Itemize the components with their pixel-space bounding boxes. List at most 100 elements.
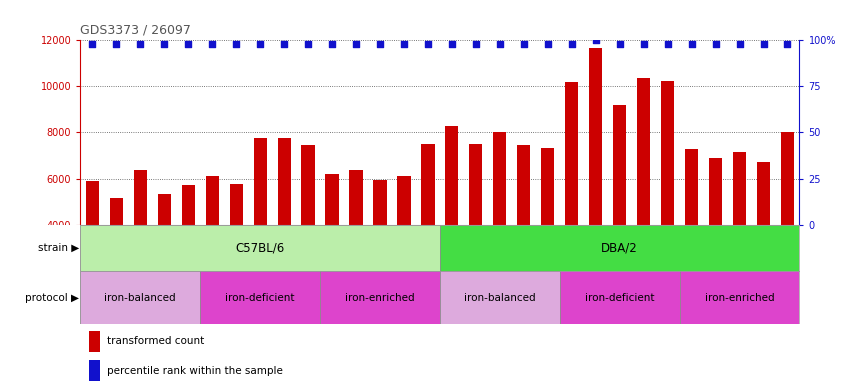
Text: GSM262794: GSM262794 — [401, 225, 407, 264]
Point — [229, 41, 243, 47]
Text: GSM262840: GSM262840 — [545, 225, 551, 264]
Point — [541, 41, 554, 47]
Bar — [440, 271, 560, 324]
Text: GSM262841: GSM262841 — [689, 225, 695, 264]
Bar — [373, 180, 387, 225]
Bar — [301, 145, 315, 225]
Point — [469, 41, 482, 47]
Text: GSM262800: GSM262800 — [305, 225, 311, 264]
Text: iron-enriched: iron-enriched — [705, 293, 774, 303]
Text: GSM262842: GSM262842 — [712, 225, 718, 264]
Bar — [637, 78, 651, 225]
Point — [325, 41, 338, 47]
Point — [565, 41, 579, 47]
Point — [613, 41, 626, 47]
Bar — [229, 184, 243, 225]
Bar — [85, 181, 99, 225]
Text: GSM262953: GSM262953 — [640, 225, 646, 264]
Text: GSM262954: GSM262954 — [665, 225, 671, 264]
Bar — [201, 271, 320, 324]
Bar — [517, 145, 530, 225]
Text: GSM262762: GSM262762 — [90, 225, 96, 264]
Text: GSM262844: GSM262844 — [761, 225, 766, 264]
Point — [421, 41, 435, 47]
Point — [781, 41, 794, 47]
Point — [397, 41, 410, 47]
Bar — [560, 271, 679, 324]
Text: strain ▶: strain ▶ — [37, 243, 79, 253]
Point — [109, 41, 124, 47]
Bar — [781, 132, 794, 225]
Point — [373, 41, 387, 47]
Bar — [134, 170, 147, 225]
Text: iron-balanced: iron-balanced — [105, 293, 176, 303]
Text: iron-enriched: iron-enriched — [345, 293, 415, 303]
Bar — [685, 149, 698, 225]
Bar — [493, 132, 507, 225]
Text: GSM262796: GSM262796 — [209, 225, 215, 264]
Point — [277, 41, 291, 47]
Point — [517, 41, 530, 47]
Bar — [421, 144, 435, 225]
Bar — [679, 271, 799, 324]
Bar — [589, 48, 602, 225]
Bar — [757, 162, 770, 225]
Bar — [709, 158, 722, 225]
Bar — [80, 225, 440, 271]
Text: GSM262845: GSM262845 — [784, 225, 790, 264]
Bar — [445, 126, 459, 225]
Text: GSM262843: GSM262843 — [737, 225, 743, 264]
Point — [637, 41, 651, 47]
Text: GSM262772: GSM262772 — [353, 225, 359, 264]
Bar — [89, 361, 100, 381]
Text: GSM262765: GSM262765 — [113, 225, 119, 264]
Text: protocol ▶: protocol ▶ — [25, 293, 79, 303]
Text: GSM262819: GSM262819 — [473, 225, 479, 264]
Text: percentile rank within the sample: percentile rank within the sample — [107, 366, 283, 376]
Point — [134, 41, 147, 47]
Text: GSM262795: GSM262795 — [425, 225, 431, 264]
Text: GSM262798: GSM262798 — [257, 225, 263, 264]
Text: iron-deficient: iron-deficient — [225, 293, 295, 303]
Point — [493, 41, 507, 47]
Point — [445, 41, 459, 47]
Text: iron-balanced: iron-balanced — [464, 293, 536, 303]
Bar — [182, 185, 195, 225]
Text: GSM262951: GSM262951 — [593, 225, 599, 264]
Point — [181, 41, 195, 47]
Bar — [89, 331, 100, 352]
Point — [684, 41, 698, 47]
Text: GSM262952: GSM262952 — [617, 225, 623, 264]
Bar — [661, 81, 674, 225]
Point — [301, 41, 315, 47]
Bar — [613, 105, 626, 225]
Text: GSM262817: GSM262817 — [449, 225, 455, 264]
Text: GDS3373 / 26097: GDS3373 / 26097 — [80, 23, 191, 36]
Point — [206, 41, 219, 47]
Text: GSM262770: GSM262770 — [185, 225, 191, 264]
Bar — [733, 152, 746, 225]
Bar — [277, 138, 291, 225]
Text: C57BL/6: C57BL/6 — [235, 241, 285, 254]
Point — [253, 41, 266, 47]
Text: transformed count: transformed count — [107, 336, 204, 346]
Point — [756, 41, 770, 47]
Text: GSM262771: GSM262771 — [329, 225, 335, 264]
Text: GSM262839: GSM262839 — [521, 225, 527, 264]
Bar — [326, 174, 338, 225]
Point — [661, 41, 674, 47]
Text: GSM262950: GSM262950 — [569, 225, 574, 264]
Point — [589, 37, 602, 43]
Point — [349, 41, 363, 47]
Bar — [320, 271, 440, 324]
Text: GSM262820: GSM262820 — [497, 225, 503, 264]
Bar — [398, 176, 410, 225]
Bar — [110, 198, 123, 225]
Text: GSM262773: GSM262773 — [377, 225, 383, 264]
Text: iron-deficient: iron-deficient — [585, 293, 655, 303]
Text: GSM262768: GSM262768 — [137, 225, 143, 264]
Bar — [470, 144, 482, 225]
Point — [733, 41, 746, 47]
Text: GSM262799: GSM262799 — [281, 225, 287, 264]
Bar — [206, 176, 219, 225]
